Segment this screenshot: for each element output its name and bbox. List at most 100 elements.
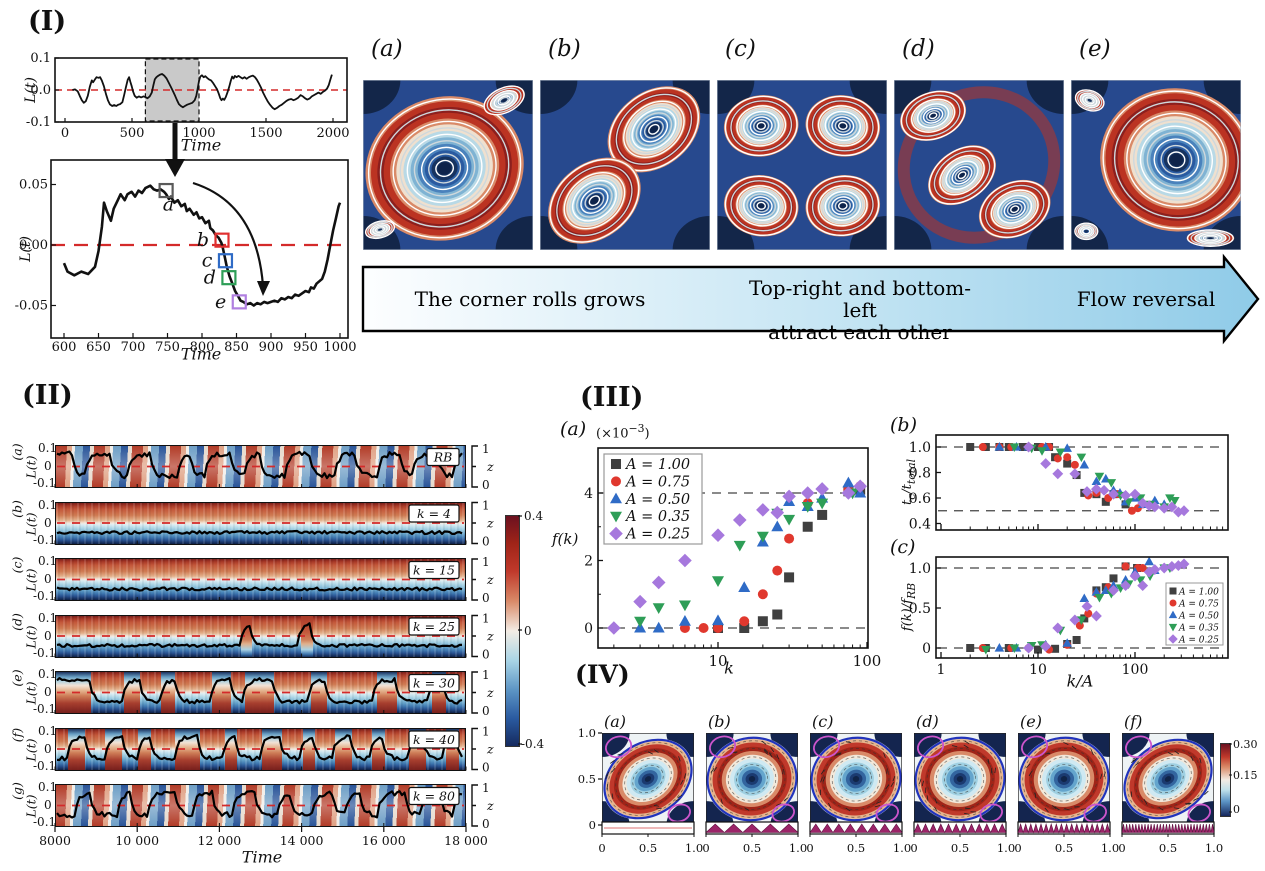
IV-xtick: 0.5 [951, 841, 969, 855]
roughness-teeth [809, 823, 903, 834]
z-axis-label: z [486, 572, 494, 587]
tick-label: 650 [86, 340, 111, 355]
tick-label: 1.0 [909, 561, 931, 577]
reversal-column [240, 615, 253, 657]
legend-entry-small: A = 0.50 [1178, 612, 1219, 622]
legend-entry-small: A = 0.75 [1178, 600, 1219, 610]
corner-roll-contour-TL [1125, 735, 1153, 759]
legend-entry: A = 0.25 [624, 527, 690, 543]
corner-roll-contour-TL [813, 735, 841, 759]
panel-II-colorbar [505, 515, 520, 747]
IV-ytick: 1.0 [578, 726, 596, 740]
z-axis-label: z [486, 798, 494, 813]
row-ytick-max: 0.1 [38, 441, 58, 455]
z-axis-label: z [486, 459, 494, 474]
legend-box-a [603, 453, 703, 545]
reversal-column [138, 728, 151, 770]
IV-xtick: 0.5 [1159, 841, 1177, 855]
roughness-teeth [1017, 822, 1111, 834]
banner-stage2: Top-right and bottom-left attract each o… [745, 277, 975, 343]
row-ytick-max: 0.1 [38, 723, 58, 738]
z-axis-bottom: 0 [482, 648, 490, 662]
IV-plot-label-f: (f) [1124, 712, 1143, 731]
panel-II-xtick: 10 000 [115, 833, 159, 848]
tick-label: 1 [937, 662, 946, 678]
reversal-column [160, 672, 176, 713]
reversal-column [175, 728, 200, 770]
reversal-column [105, 728, 122, 770]
panel-II-xtick: 8000 [39, 833, 71, 848]
tick-label: 600 [52, 340, 77, 355]
event-marker-label-c: c [202, 250, 213, 272]
III-b-label: (b) [890, 414, 917, 436]
row-letter-e: (e) [9, 669, 25, 687]
colorbar4-mid: 0.15 [1233, 769, 1258, 782]
reversal-column [56, 672, 91, 713]
row-ytick-zero: 0 [44, 741, 52, 756]
reversal-column [68, 728, 85, 770]
z-axis-top: 1 [482, 725, 490, 739]
event-marker-e [231, 294, 247, 310]
tick-label: 750 [155, 340, 180, 355]
roughness-strip [1017, 821, 1111, 835]
mean-flow-contour [706, 736, 798, 822]
z-axis-top: 1 [482, 555, 490, 569]
panel-II-xlabel: Time [241, 847, 283, 867]
event-marker-d [221, 270, 237, 286]
IV-xtick: 1.0 [893, 841, 911, 855]
roughness-strip [809, 821, 903, 835]
roughness-teeth [705, 823, 799, 833]
strip-RB [55, 445, 466, 488]
event-marker-label-a: a [163, 194, 174, 216]
III-a-xlabel: k [724, 658, 734, 678]
legend-entry: A = 0.50 [624, 492, 690, 508]
panel-I-label: (I) [28, 6, 67, 37]
IV-ytick: 0.5 [578, 772, 596, 786]
corner-roll-contour-BR [1187, 803, 1211, 823]
flow-snapshot-d [894, 80, 1064, 250]
IV-contour-b [706, 733, 798, 825]
reversal-column [261, 728, 283, 770]
snapshot-label-c: (c) [725, 36, 756, 62]
row-ytick-max: 0.1 [38, 780, 58, 794]
row-ytick-min: -0.1 [33, 815, 57, 829]
reversal-column [212, 672, 231, 713]
III-c-ylabel: f(k)/fRB [900, 582, 918, 632]
strip-k=40 [55, 727, 466, 771]
colorbar2-min: -0.4 [521, 737, 545, 751]
tick-label: -0.05 [15, 299, 48, 314]
tick-label: 4 [584, 486, 593, 502]
tick-label: 0 [584, 621, 593, 637]
IV-xtick: 0.5 [743, 841, 761, 855]
III-c-label: (c) [890, 536, 916, 558]
tick-label: -0.1 [26, 115, 51, 130]
mean-flow-contour [1123, 738, 1213, 820]
legend-box-c [1165, 582, 1224, 646]
snapshot-label-a: (a) [371, 36, 403, 62]
z-axis-top: 1 [482, 442, 490, 456]
legend-entry-small: A = 0.35 [1178, 624, 1219, 634]
trajectory-arrow [192, 181, 265, 287]
IV-contour-e [1018, 733, 1110, 825]
banner-stage3: Flow reversal [1076, 287, 1216, 311]
z-axis-bottom: 0 [482, 535, 490, 549]
legend-entry: A = 0.35 [624, 509, 690, 525]
event-marker-b [214, 232, 230, 248]
banner-stage2-line1: Top-right and bottom-left [748, 276, 972, 322]
z-axis-top: 1 [482, 668, 490, 682]
z-axis-label: z [486, 685, 494, 700]
row-ytick-min: -0.1 [33, 532, 57, 547]
row-letter-c: (c) [9, 556, 25, 574]
row-ytick-max: 0.1 [38, 667, 58, 681]
roughness-teeth [913, 823, 1007, 834]
tick-label: 0.05 [19, 178, 48, 193]
tick-label: 700 [121, 340, 146, 355]
banner-stage1: The corner rolls grows [414, 287, 646, 311]
overview-frame [54, 57, 348, 123]
panel-II-xtick: 16 000 [362, 833, 406, 848]
corner-roll-contour-TL [917, 735, 945, 759]
tick-label: 850 [224, 340, 249, 355]
event-marker-a [158, 182, 174, 199]
tick-label: 2 [584, 554, 593, 570]
tick-label: 100 [1122, 662, 1149, 678]
